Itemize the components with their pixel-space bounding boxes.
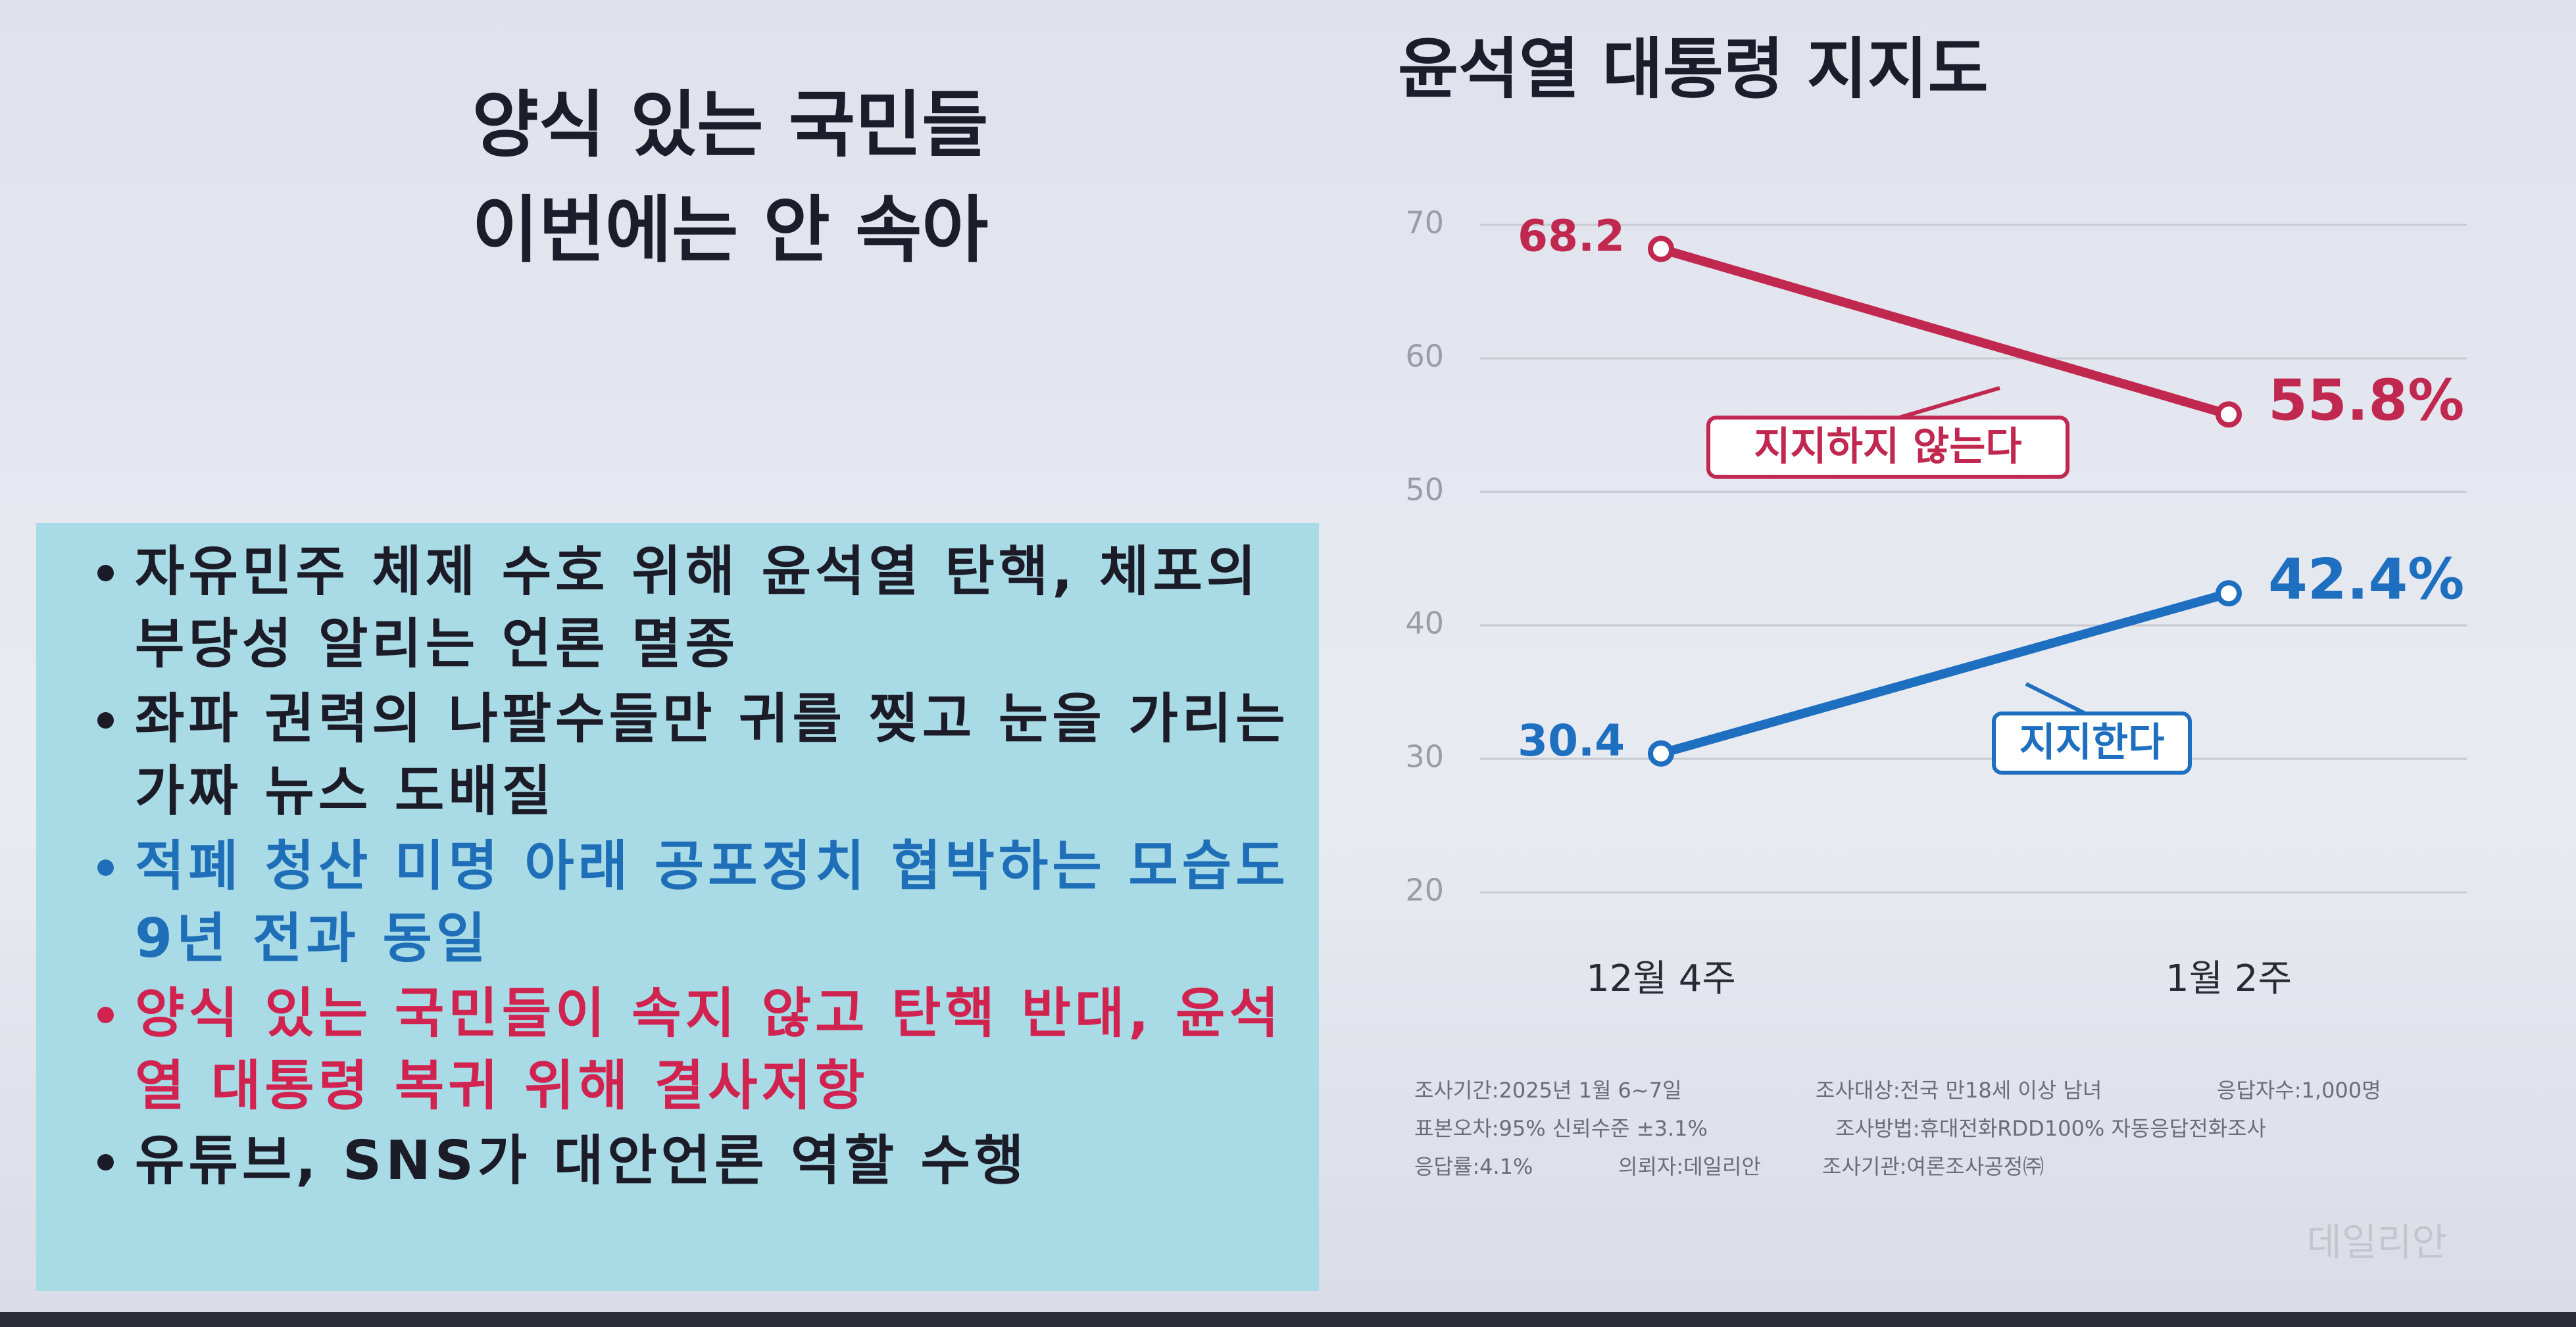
legend-pointer — [2025, 682, 2093, 719]
bullet-box: 자유민주 체제 수호 위해 윤석열 탄핵, 체포의 부당성 알리는 언론 멸종좌… — [36, 523, 1319, 1291]
screen-edge — [0, 1312, 2576, 1327]
bullet-item: 좌파 권력의 나팔수들만 귀를 찢고 눈을 가리는 가짜 뉴스 도배질 — [135, 683, 1293, 828]
point — [2216, 580, 2242, 607]
legend-label: 지지한다 — [2019, 720, 2165, 766]
point — [1648, 235, 1674, 262]
footnote: 조사기간:2025년 1월 6~7일 — [1414, 1078, 1682, 1103]
legend-box — [1706, 416, 2069, 479]
y-tick-label: 70 — [1405, 205, 1444, 241]
y-tick-label: 40 — [1405, 606, 1444, 641]
bullet-list: 자유민주 체제 수호 위해 윤석열 탄핵, 체포의 부당성 알리는 언론 멸종좌… — [76, 536, 1293, 1197]
footnote: 조사대상:전국 만18세 이상 남녀 — [1816, 1078, 2102, 1103]
y-tick-label: 30 — [1405, 739, 1444, 775]
y-tick-label: 20 — [1405, 873, 1444, 908]
y-tick-label: 60 — [1405, 339, 1444, 374]
x-tick-label: 1월 2주 — [2166, 957, 2292, 1000]
footnote: 조사방법:휴대전화RDD100% 자동응답전화조사 — [1835, 1116, 2266, 1141]
legend-box — [1992, 712, 2192, 775]
series-line — [1660, 244, 2230, 419]
series-line — [1660, 589, 2230, 758]
footnote: 응답률:4.1% — [1414, 1154, 1533, 1179]
footnote: 응답자수:1,000명 — [2217, 1078, 2381, 1103]
legend-label: 지지하지 않는다 — [1754, 424, 2021, 470]
y-tick-label: 50 — [1405, 472, 1444, 508]
bullet-item: 자유민주 체제 수호 위해 윤석열 탄핵, 체포의 부당성 알리는 언론 멸종 — [135, 536, 1293, 681]
value-label: 42.4% — [2268, 547, 2464, 613]
x-tick-label: 12월 4주 — [1586, 957, 1736, 1000]
slide-title: 양식 있는 국민들 이번에는 안 속아 — [368, 72, 1092, 283]
title-line: 양식 있는 국민들 — [472, 83, 989, 167]
watermark: 데일리안 — [2307, 1220, 2447, 1265]
bullet-item: 유튜브, SNS가 대안언론 역할 수행 — [135, 1125, 1293, 1197]
footnote: 표본오차:95% 신뢰수준 ±3.1% — [1414, 1116, 1708, 1141]
point — [2216, 401, 2242, 428]
legend-pointer — [1887, 386, 2000, 423]
footnote: 의뢰자:데일리안 — [1618, 1154, 1761, 1179]
value-label: 30.4 — [1518, 715, 1625, 766]
bullet-item: 적폐 청산 미명 아래 공포정치 협박하는 모습도 9년 전과 동일 — [135, 831, 1293, 975]
value-label: 68.2 — [1518, 211, 1625, 262]
point — [1648, 740, 1674, 767]
title-line: 이번에는 안 속아 — [472, 188, 989, 272]
footnote: 조사기관:여론조사공정㈜ — [1822, 1154, 2044, 1179]
value-label: 55.8% — [2268, 368, 2464, 434]
bullet-item: 양식 있는 국민들이 속지 않고 탄핵 반대, 윤석열 대통령 복귀 위해 결사… — [135, 978, 1293, 1122]
chart-title: 윤석열 대통령 지지도 — [1398, 30, 1989, 107]
